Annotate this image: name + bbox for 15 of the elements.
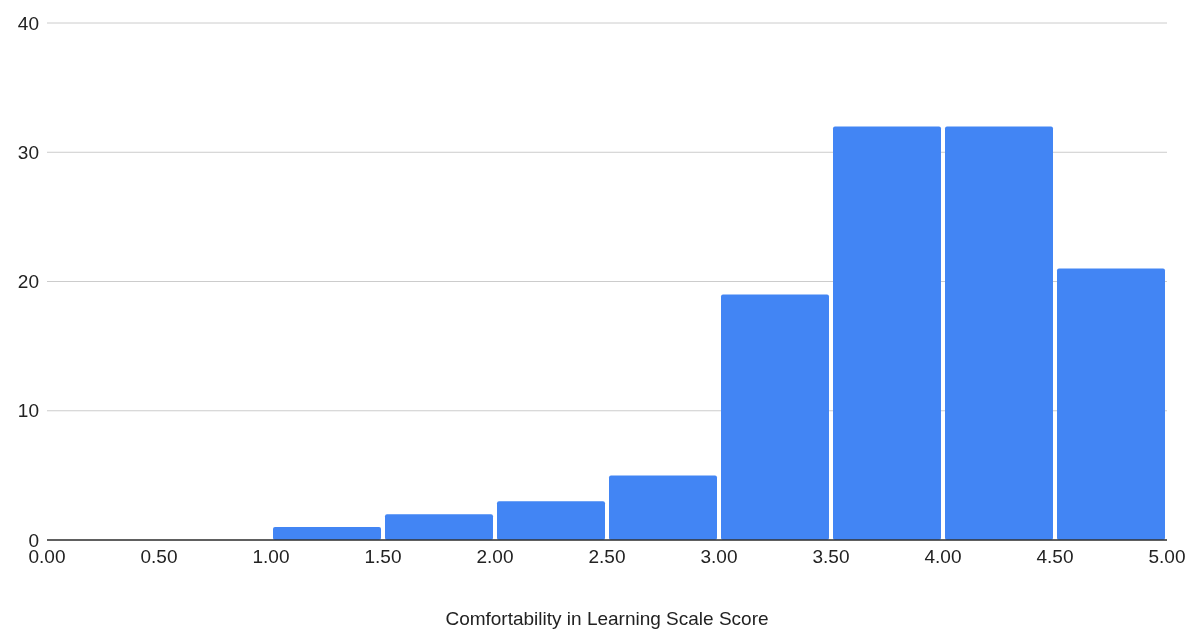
x-tick-label: 3.00 (700, 546, 738, 568)
x-tick-label: 1.50 (364, 546, 402, 568)
x-tick-label: 0.50 (140, 546, 178, 568)
y-tick-label: 20 (17, 271, 39, 293)
x-axis-title: Comfortability in Learning Scale Score (445, 608, 769, 629)
y-tick-label: 40 (17, 12, 39, 34)
x-tick-label: 1.00 (252, 546, 290, 568)
x-tick-label: 2.00 (476, 546, 514, 568)
x-tick-label: 2.50 (588, 546, 626, 568)
y-tick-label: 30 (17, 141, 39, 163)
y-tick-label: 10 (17, 400, 39, 422)
x-tick-label: 4.00 (924, 546, 962, 568)
x-tick-label: 4.50 (1036, 546, 1074, 568)
x-tick-label: 3.50 (812, 546, 850, 568)
x-tick-label: 5.00 (1148, 546, 1186, 568)
